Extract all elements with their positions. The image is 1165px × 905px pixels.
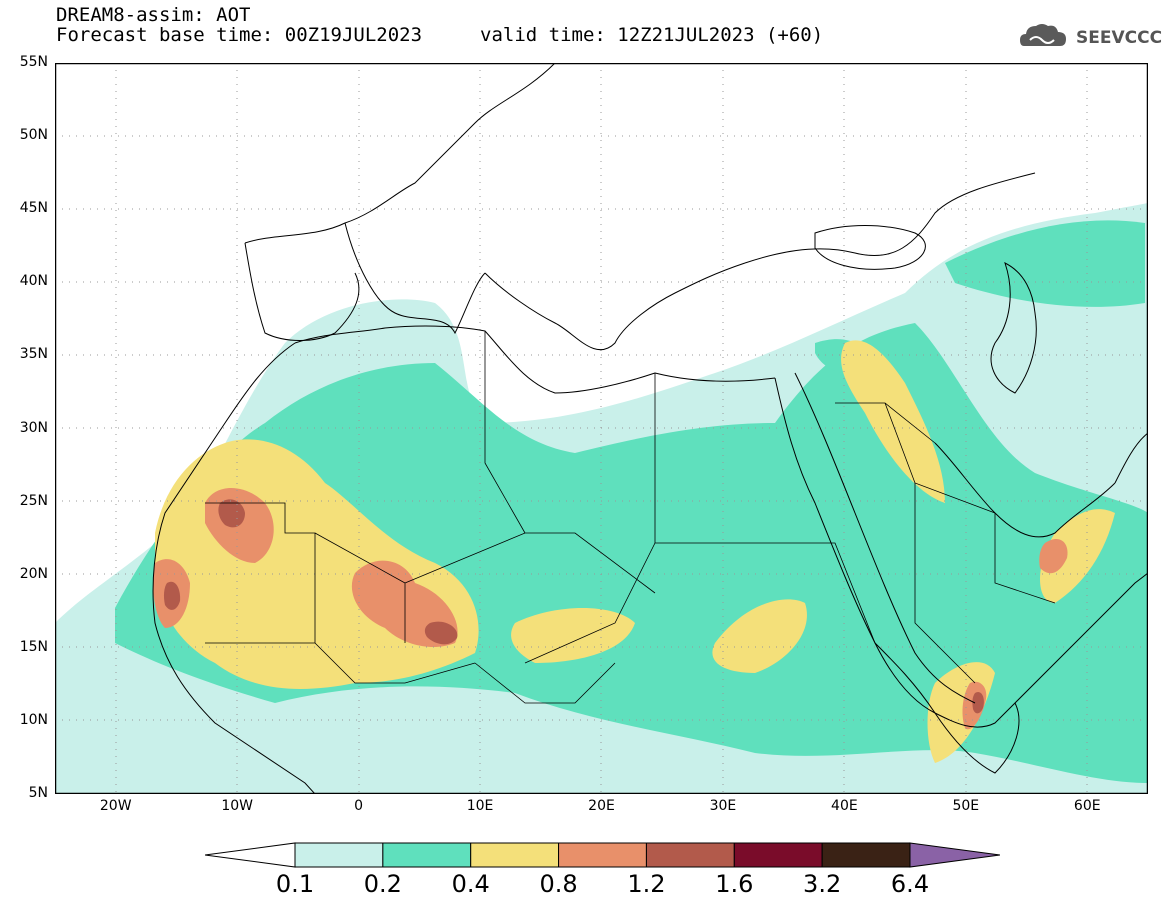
- title-line-1: DREAM8-assim: AOT: [56, 4, 251, 26]
- y-tick-label: 55N: [19, 54, 48, 70]
- y-tick-label: 50N: [19, 127, 48, 144]
- colorbar-box: [733, 842, 823, 868]
- y-tick-label: 5N: [28, 785, 48, 801]
- title-line-2: Forecast base time: 00Z19JUL2023: [56, 24, 423, 46]
- colorbar: [205, 842, 1000, 868]
- colorbar-level-label: 0.8: [539, 870, 578, 898]
- colorbar-level-label: 1.6: [715, 870, 754, 898]
- aot-map: [55, 63, 1148, 794]
- y-tick-label: 35N: [19, 346, 48, 363]
- y-tick-label: 15N: [19, 638, 48, 655]
- y-tick-label: 20N: [19, 565, 48, 582]
- x-tick-label: 60E: [1073, 798, 1101, 814]
- cloud-icon: [1020, 24, 1066, 46]
- x-tick-label: 20E: [588, 798, 615, 814]
- country-borders: [205, 331, 1056, 704]
- x-tick-label: 10W: [221, 798, 253, 814]
- valid-time: valid time: 12Z21JUL2023 (+60): [480, 24, 824, 46]
- x-tick-label: 30E: [709, 798, 737, 814]
- colorbar-level-label: 0.1: [275, 870, 315, 898]
- colorbar-box: [470, 842, 560, 868]
- colorbar-box: [382, 842, 472, 868]
- aot-level-1-2: [163, 499, 984, 714]
- y-tick-label: 10N: [19, 711, 48, 728]
- x-tick-label: 10E: [466, 798, 494, 814]
- x-tick-label: 50E: [952, 798, 980, 814]
- map-gridlines: [55, 63, 1148, 794]
- x-tick-label: 0: [354, 798, 364, 814]
- colorbar-box: [294, 842, 384, 868]
- y-tick-label: 45N: [19, 200, 48, 217]
- colorbar-over-arrow: [909, 842, 1000, 868]
- colorbar-level-label: 0.4: [451, 870, 490, 898]
- y-tick-label: 25N: [19, 492, 48, 509]
- colorbar-box: [558, 842, 647, 868]
- colorbar-level-label: 0.2: [363, 870, 402, 898]
- colorbar-level-label: 1.2: [627, 870, 666, 898]
- logo-text: SEEVCCC: [1076, 28, 1163, 48]
- seevccc-logo: SEEVCCC: [1018, 18, 1162, 58]
- colorbar-level-label: 6.4: [890, 870, 930, 898]
- y-tick-label: 40N: [19, 273, 48, 290]
- colorbar-box: [645, 842, 735, 868]
- colorbar-under-arrow: [205, 842, 296, 868]
- colorbar-level-label: 3.2: [803, 870, 842, 898]
- x-tick-label: 40E: [831, 798, 858, 814]
- colorbar-box: [821, 842, 911, 868]
- coastlines: [152, 63, 1148, 794]
- x-tick-label: 20W: [99, 798, 132, 814]
- y-tick-label: 30N: [19, 419, 48, 436]
